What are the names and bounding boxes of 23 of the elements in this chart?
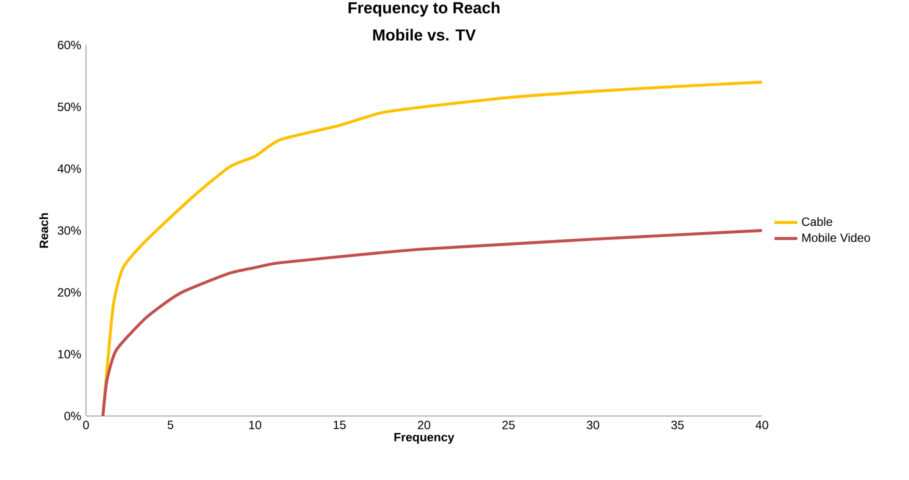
line-series <box>101 229 764 418</box>
x-tick-label: 35 <box>671 420 684 430</box>
x-tick-label: 30 <box>586 420 600 430</box>
x-tick-label: 15 <box>334 420 346 430</box>
legend-label: Mobile Video <box>802 233 870 242</box>
y-tick-label: 20% <box>58 288 81 297</box>
y-tick-label: 50% <box>58 102 81 112</box>
x-axis-title: Frequency <box>394 433 454 444</box>
y-axis-title: Reach <box>39 213 48 248</box>
legend-label: Cable <box>802 217 832 226</box>
x-tick-label: 20 <box>418 420 430 430</box>
y-tick-label: 0% <box>64 412 81 420</box>
x-tick-label: 0 <box>83 420 89 430</box>
x-tick-label: 10 <box>249 420 262 430</box>
chart-title: Frequency to Reach <box>348 2 500 17</box>
x-tick-label: 40 <box>756 420 768 430</box>
y-tick-label: 40% <box>58 164 81 173</box>
chart-subtitle: Mobile vs. TV <box>373 28 476 41</box>
y-tick-label: 10% <box>58 350 81 358</box>
y-tick-label: 30% <box>58 226 81 235</box>
y-tick-label: 60% <box>58 40 81 50</box>
x-tick-label: 25 <box>502 420 515 430</box>
x-tick-label: 5 <box>168 420 174 430</box>
